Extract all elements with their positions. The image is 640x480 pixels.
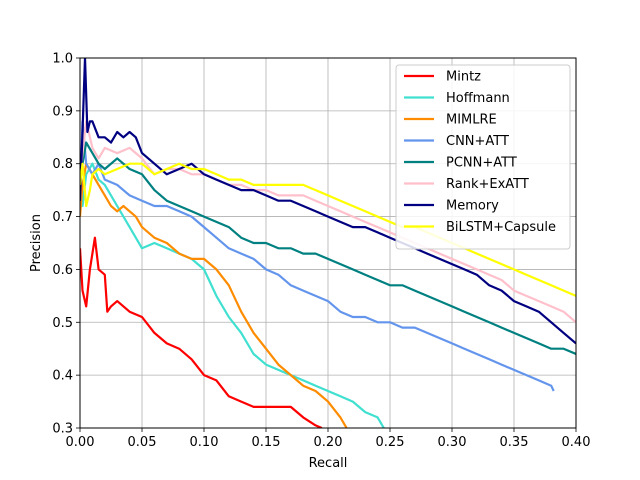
x-axis-ticks: 0.00 0.05 0.10 0.15 0.20 0.25 0.30 0.35 0.40 [66, 428, 591, 450]
y-tick-label: 0.3 [52, 422, 73, 437]
legend-entry-label: Rank+ExATT [446, 177, 529, 192]
legend-entry-label: MIMLRE [446, 113, 497, 128]
y-tick-label: 0.8 [52, 157, 73, 172]
legend-entry-label: CNN+ATT [446, 134, 509, 149]
legend-entry-label: Memory [446, 199, 499, 214]
x-tick-label: 0.30 [438, 435, 467, 450]
y-tick-label: 0.4 [52, 369, 73, 384]
legend: Mintz Hoffmann MIMLRE CNN+ATT PCNN+ATT Rank+E… [395, 64, 571, 250]
series-line-pcnn-att [80, 141, 576, 356]
x-tick-label: 0.25 [376, 435, 405, 450]
y-tick-label: 0.9 [52, 104, 73, 119]
series-line-mintz [80, 236, 323, 428]
y-axis-ticks: 0.3 0.4 0.5 0.6 0.7 0.8 0.9 1.0 [52, 52, 80, 437]
x-axis-label: Recall [309, 456, 348, 471]
x-tick-label: 0.35 [500, 435, 529, 450]
series-layer [80, 58, 576, 428]
y-tick-label: 0.6 [52, 263, 73, 278]
x-tick-label: 0.05 [128, 435, 157, 450]
y-tick-label: 1.0 [52, 52, 73, 67]
series-line-memory [80, 58, 576, 345]
series-line-mimlre [80, 162, 348, 428]
x-tick-label: 0.15 [252, 435, 281, 450]
y-axis-label: Precision [29, 214, 44, 272]
x-tick-label: 0.10 [190, 435, 219, 450]
series-line-hoffmann [80, 162, 385, 428]
x-tick-label: 0.00 [66, 435, 95, 450]
y-tick-label: 0.5 [52, 316, 73, 331]
y-tick-label: 0.7 [52, 210, 73, 225]
series-line-bilstm-capsule [80, 162, 576, 297]
x-tick-label: 0.20 [314, 435, 343, 450]
legend-entry-label: Mintz [446, 70, 481, 85]
series-line-cnn-att [80, 120, 555, 392]
legend-entry-label: BiLSTM+Capsule [446, 220, 556, 235]
legend-entry-label: PCNN+ATT [446, 156, 517, 171]
legend-box [395, 64, 571, 250]
series-line-rank-exatt [80, 120, 576, 324]
legend-entry-label: Hoffmann [446, 91, 510, 106]
x-tick-label: 0.40 [562, 435, 591, 450]
